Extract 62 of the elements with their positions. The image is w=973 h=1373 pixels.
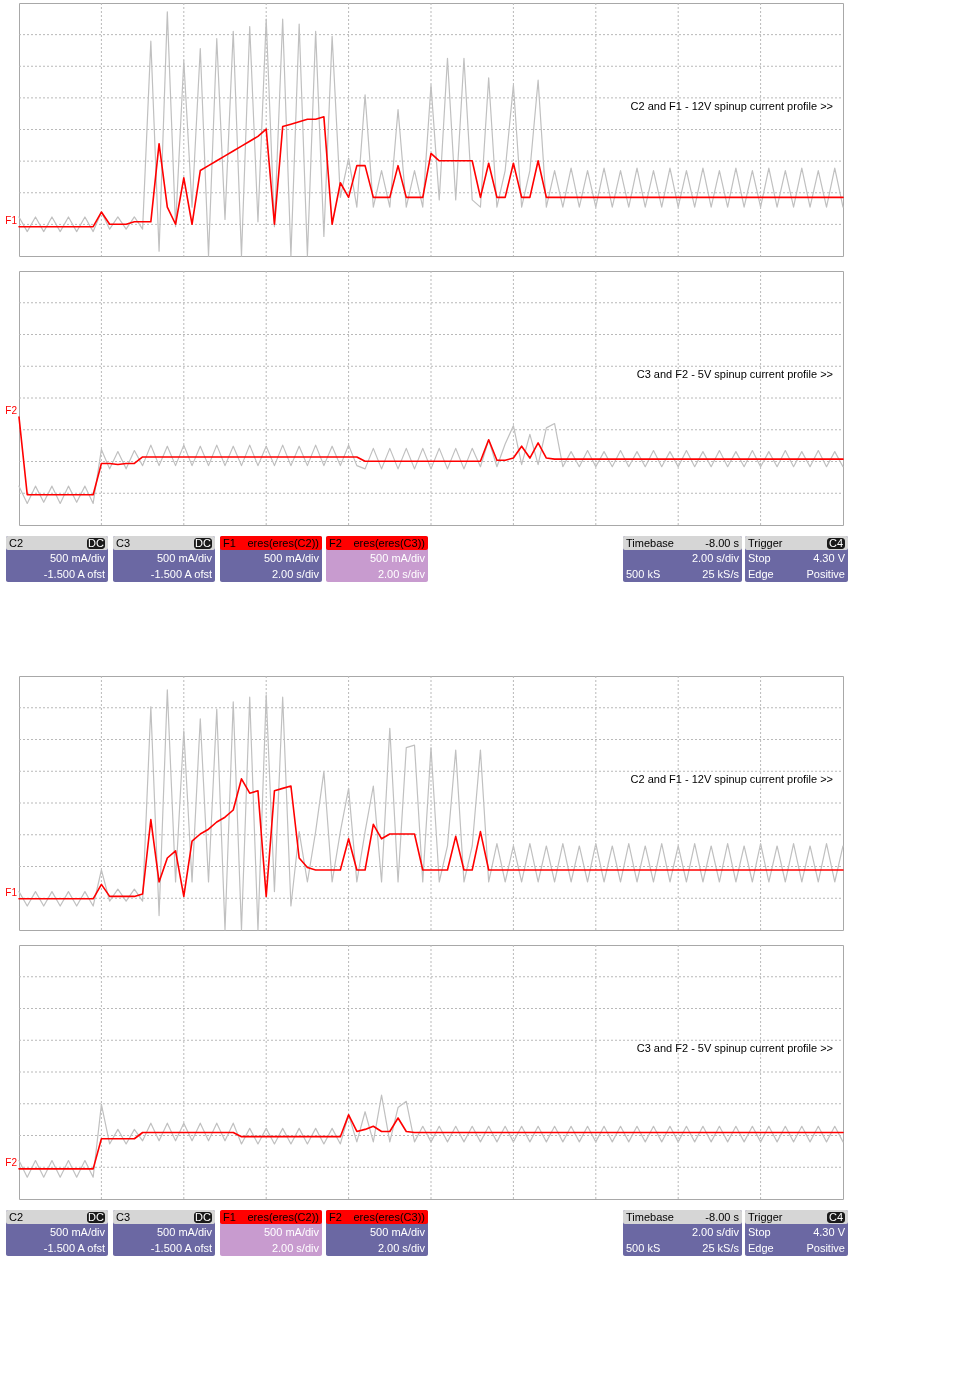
text: 500 kS: [626, 1241, 661, 1254]
text: C3 and F2 - 5V spinup current profile >>: [636, 368, 833, 381]
text: 4.30 V: [813, 1226, 846, 1238]
text: eres(eres(C2)): [247, 1210, 319, 1223]
text: Positive: [806, 1241, 845, 1254]
text: -1.500 A ofst: [43, 1241, 105, 1254]
text: C2: [9, 536, 24, 549]
text: 25 kS/s: [702, 567, 740, 580]
text: 500 mA/div: [49, 1226, 106, 1238]
text: 500 mA/div: [369, 1226, 426, 1238]
text: -8.00 s: [705, 536, 740, 549]
text: 500 mA/div: [49, 552, 106, 564]
text: Trigger: [748, 536, 783, 549]
text: C4: [828, 1210, 844, 1223]
annotation: C2 and F1 - 12V spinup current profile >>: [630, 773, 833, 786]
text: 2.00 s/div: [271, 1241, 320, 1254]
annotation: C2 and F1 - 12V spinup current profile >>: [630, 99, 833, 112]
text: C3: [116, 1210, 131, 1223]
text: Edge: [748, 1241, 774, 1254]
text: 4.30 V: [813, 552, 846, 564]
text: -1.500 A ofst: [150, 1241, 212, 1254]
text: 2.00 s/div: [377, 1241, 426, 1254]
text: 2.00 s/div: [377, 567, 426, 580]
text: eres(eres(C2)): [247, 536, 319, 549]
text: Positive: [806, 567, 845, 580]
text: Trigger: [748, 1210, 783, 1223]
text: F1: [223, 536, 236, 549]
text: eres(eres(C3)): [353, 1210, 425, 1223]
text: 2.00 s/div: [691, 1226, 740, 1238]
text: 500 kS: [626, 567, 661, 580]
series-label: F2: [5, 1156, 18, 1168]
text: C2: [9, 1210, 24, 1223]
text: DC: [195, 1210, 211, 1223]
text: DC: [88, 536, 104, 549]
text: F1: [223, 1210, 236, 1223]
text: -1.500 A ofst: [43, 567, 105, 580]
text: Stop: [748, 1226, 771, 1238]
text: 25 kS/s: [702, 1241, 740, 1254]
text: 500 mA/div: [156, 1226, 213, 1238]
text: -1.500 A ofst: [150, 567, 212, 580]
text: C3 and F2 - 5V spinup current profile >>: [636, 1042, 833, 1055]
series-label: F1: [5, 886, 18, 898]
text: 2.00 s/div: [691, 552, 740, 564]
text: 500 mA/div: [156, 552, 213, 564]
text: DC: [195, 536, 211, 549]
text: -8.00 s: [705, 1210, 740, 1223]
text: 500 mA/div: [263, 552, 320, 564]
text: C3: [116, 536, 131, 549]
text: Edge: [748, 567, 774, 580]
text: DC: [88, 1210, 104, 1223]
text: 2.00 s/div: [271, 567, 320, 580]
text: F2: [329, 1210, 342, 1223]
text: Timebase: [626, 1210, 674, 1223]
text: C4: [828, 536, 844, 549]
text: F2: [329, 536, 342, 549]
series-label: F2: [5, 405, 18, 417]
text: 500 mA/div: [369, 552, 426, 564]
text: Stop: [748, 552, 771, 564]
text: 500 mA/div: [263, 1226, 320, 1238]
text: Timebase: [626, 536, 674, 549]
series-label: F1: [5, 214, 18, 226]
text: eres(eres(C3)): [353, 536, 425, 549]
